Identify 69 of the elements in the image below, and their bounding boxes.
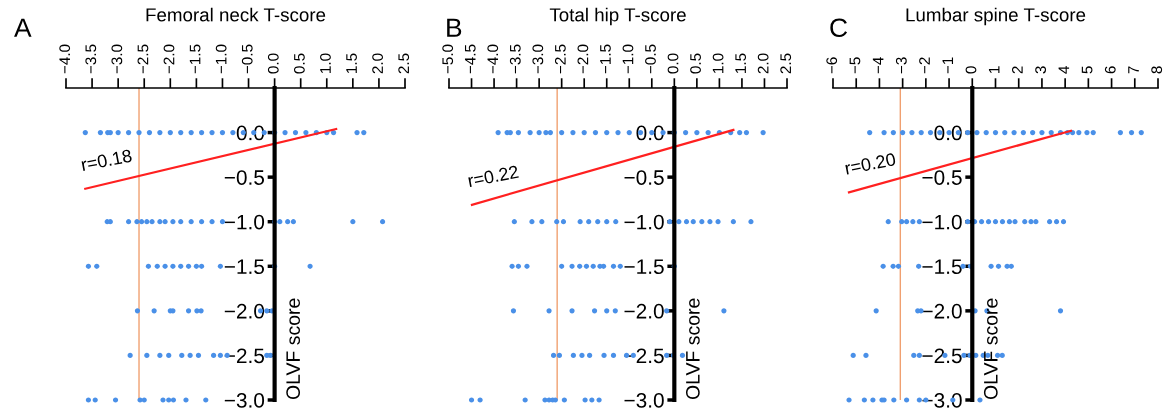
x-tick-label: −2.0	[163, 44, 175, 74]
x-tick-label: −1.5	[600, 44, 611, 74]
y-tick-label: −2.0	[922, 303, 962, 319]
x-tick-label: 2.5	[780, 53, 792, 74]
x-tick-label: −4.5	[464, 44, 476, 74]
x-tick-label: 0	[965, 66, 977, 74]
x-tick-label: 8	[1151, 66, 1163, 74]
y-tick-label: −1.5	[624, 259, 664, 275]
x-tick-label: −2	[919, 57, 930, 74]
x-tick-label: −3.5	[509, 44, 521, 74]
y-axis-title: OLVF score	[983, 298, 998, 400]
text: B	[447, 18, 462, 37]
y-tick-label: −0.5	[922, 170, 962, 185]
y-tick-label: −3.0	[624, 393, 664, 408]
x-tick-label: −4.0	[59, 44, 71, 74]
x-tick-label: 0.5	[293, 53, 305, 74]
x-tick-label: 1.5	[346, 53, 357, 73]
x-tick-label: −1	[942, 57, 954, 74]
x-tick-label: 2.5	[398, 53, 410, 74]
x-tick-label: −3.5	[85, 44, 97, 74]
chart-title: Femoral neck T-score	[146, 7, 326, 22]
x-tick-label: 2	[1012, 66, 1023, 74]
y-tick-label: −0.5	[624, 170, 664, 185]
x-tick-label: −1.5	[189, 44, 201, 74]
y-tick-label: −2.0	[224, 303, 265, 319]
x-tick-label: 6	[1104, 66, 1116, 74]
x-tick-label: −2.0	[577, 44, 589, 74]
x-tick-label: 0.0	[267, 53, 279, 74]
x-tick-label: 3	[1035, 66, 1047, 74]
y-tick-label: −2.0	[624, 303, 664, 319]
x-tick-label: −5	[849, 57, 861, 74]
x-tick-label: −5.0	[442, 44, 454, 74]
x-tick-label: −3.0	[111, 44, 123, 74]
x-tick-label: 7	[1128, 66, 1139, 74]
text: A	[14, 18, 32, 37]
y-axis-title: OLVF score	[685, 298, 700, 400]
y-tick-label: −1.5	[224, 259, 265, 275]
x-tick-label: −3.0	[532, 44, 544, 74]
x-tick-label: 1.5	[735, 53, 747, 73]
x-tick-label: −3	[895, 57, 907, 74]
y-tick-label: −0.5	[224, 170, 265, 185]
x-tick-label: 5	[1081, 66, 1093, 74]
x-tick-label: −4.0	[487, 44, 499, 74]
annotation: r=0.22	[467, 165, 519, 188]
y-tick-label: −3.0	[224, 393, 265, 408]
y-axis-title: OLVF score	[286, 298, 301, 400]
annotation: r=0.20	[844, 152, 897, 175]
y-tick-label: 0.0	[934, 125, 962, 141]
y-tick-label: −1.5	[922, 259, 962, 275]
chart-title: Total hip T-score	[549, 7, 686, 26]
x-tick-label: −4	[872, 57, 884, 74]
x-tick-label: 2.0	[372, 53, 384, 74]
x-tick-label: 0.5	[690, 53, 701, 74]
annotation: r=0.18	[81, 149, 133, 172]
x-tick-label: 1.0	[712, 53, 724, 73]
x-tick-label: 4	[1058, 66, 1070, 74]
y-tick-label: −2.5	[922, 348, 962, 364]
y-tick-label: −1.0	[624, 214, 664, 230]
chart-title: Lumbar spine T-score	[906, 7, 1086, 26]
x-tick-label: −2.5	[554, 44, 566, 74]
x-tick-label: −6	[826, 57, 838, 74]
y-tick-label: −1.0	[922, 214, 962, 230]
x-tick-label: 1	[988, 66, 1000, 73]
y-tick-label: −1.0	[224, 214, 265, 230]
x-tick-label: −2.5	[137, 44, 149, 74]
text: C	[830, 18, 848, 38]
x-tick-label: 2.0	[757, 53, 769, 74]
x-tick-label: 0.0	[667, 53, 679, 74]
x-tick-label: 1.0	[320, 53, 331, 73]
